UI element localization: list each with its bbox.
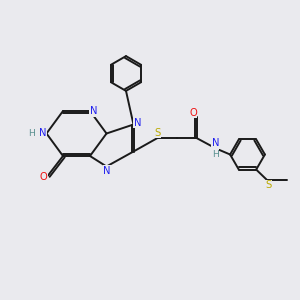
Text: N: N: [103, 166, 111, 176]
Text: O: O: [189, 107, 197, 118]
Text: N: N: [212, 138, 219, 148]
Text: O: O: [40, 172, 48, 182]
Text: H: H: [28, 129, 35, 138]
Text: N: N: [39, 128, 47, 139]
Text: S: S: [154, 128, 160, 138]
Text: N: N: [134, 118, 142, 128]
Text: N: N: [90, 106, 98, 116]
Text: S: S: [266, 180, 272, 190]
Text: H: H: [212, 150, 219, 159]
